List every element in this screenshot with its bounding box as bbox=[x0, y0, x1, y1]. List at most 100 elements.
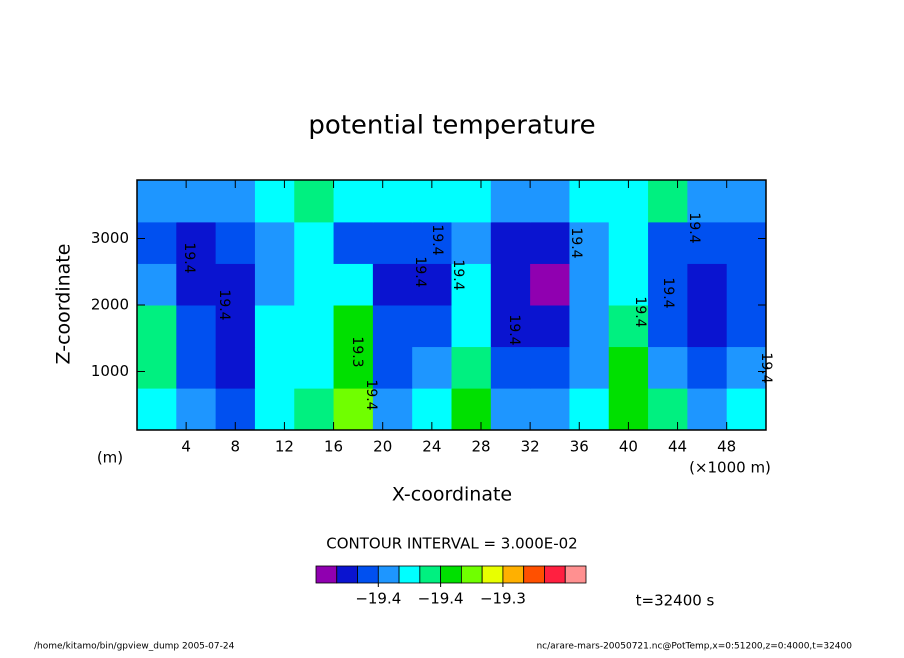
field-cell bbox=[294, 388, 335, 431]
field-cell bbox=[372, 346, 413, 389]
x-tick-label: 48 bbox=[717, 438, 736, 456]
y-axis-label: Z-coordinate bbox=[53, 244, 75, 365]
colorbar-tick-label: −19.4 bbox=[355, 590, 401, 608]
field-cell bbox=[412, 305, 452, 348]
field-cell bbox=[137, 346, 177, 389]
colorbar-swatch bbox=[357, 565, 379, 584]
field-cell bbox=[687, 305, 728, 348]
field-cell bbox=[490, 221, 531, 264]
field-cell bbox=[530, 305, 570, 348]
field-cell bbox=[648, 263, 688, 306]
x-tick-label: 4 bbox=[181, 438, 191, 456]
field-cell bbox=[254, 346, 295, 389]
field-cell bbox=[569, 263, 610, 306]
field-cell bbox=[530, 180, 570, 223]
time-label: t=32400 s bbox=[636, 592, 715, 610]
field-cell bbox=[294, 305, 335, 348]
colorbar-swatch bbox=[440, 565, 462, 584]
field-cell bbox=[137, 305, 177, 348]
x-tick-label: 20 bbox=[373, 438, 392, 456]
y-tick-label: 2000 bbox=[91, 296, 129, 314]
field-cell bbox=[451, 388, 492, 431]
field-cell bbox=[569, 388, 610, 431]
field-cell bbox=[294, 263, 335, 306]
field-cell bbox=[451, 305, 492, 348]
y-tick-label: 3000 bbox=[91, 229, 129, 247]
field-cell bbox=[608, 346, 649, 389]
field-cell bbox=[687, 180, 728, 223]
footer-left: /home/kitamo/bin/gpview_dump 2005-07-24 bbox=[34, 642, 235, 652]
field-cell bbox=[608, 221, 649, 264]
chart-title: potential temperature bbox=[308, 111, 595, 141]
field-cell bbox=[569, 346, 610, 389]
x-unit: (×1000 m) bbox=[689, 459, 771, 477]
field-cell bbox=[294, 221, 335, 264]
field-cell bbox=[215, 346, 256, 389]
colorbar-swatch bbox=[398, 565, 421, 584]
field-cell bbox=[412, 346, 452, 389]
contour-label: 19.4 bbox=[363, 379, 379, 410]
contour-label: 19.4 bbox=[632, 296, 648, 327]
field-cell bbox=[687, 388, 728, 431]
x-tick-label: 12 bbox=[275, 438, 294, 456]
field-cell bbox=[451, 180, 492, 223]
field-cell bbox=[176, 346, 217, 389]
field-cell bbox=[530, 388, 570, 431]
field-cell bbox=[530, 263, 570, 306]
colorbar-swatch bbox=[315, 565, 338, 584]
contour-label: 19.4 bbox=[216, 289, 232, 320]
field-cell bbox=[254, 263, 295, 306]
colorbar-swatch bbox=[460, 565, 483, 584]
x-tick-label: 28 bbox=[471, 438, 490, 456]
colorbar-swatch bbox=[523, 565, 545, 584]
field-cell bbox=[333, 263, 374, 306]
field-cell bbox=[137, 221, 177, 264]
x-tick-label: 44 bbox=[668, 438, 687, 456]
field-cell bbox=[294, 346, 335, 389]
x-tick-label: 40 bbox=[619, 438, 638, 456]
field-cell bbox=[372, 388, 413, 431]
colorbar-tick-label: −19.3 bbox=[480, 590, 526, 608]
colorbar-swatch bbox=[564, 565, 587, 584]
contour-label: 19.4 bbox=[450, 259, 466, 290]
field-cell bbox=[372, 221, 413, 264]
x-tick-label: 32 bbox=[521, 438, 540, 456]
field-cell bbox=[176, 305, 217, 348]
overlay: 4 8 12 16 20 24 28 32 36 40 44 4810002000300019.419… bbox=[91, 179, 774, 608]
x-tick-label: 16 bbox=[324, 438, 343, 456]
field-cell bbox=[254, 180, 295, 223]
field-cell bbox=[215, 263, 256, 306]
field-cell bbox=[687, 263, 728, 306]
field-cell bbox=[648, 221, 688, 264]
field-cell bbox=[687, 346, 728, 389]
field-cell bbox=[176, 263, 217, 306]
field-cell bbox=[137, 180, 177, 223]
contour-label: 19.4 bbox=[181, 242, 197, 273]
colorbar-swatch bbox=[419, 565, 442, 584]
y-unit: (m) bbox=[97, 449, 123, 467]
field-cell bbox=[726, 305, 767, 348]
field bbox=[137, 180, 767, 431]
footer-right: nc/arare-mars-20050721.nc@PotTemp,x=0:51… bbox=[536, 642, 852, 652]
field-cell bbox=[687, 221, 728, 264]
field-cell bbox=[648, 305, 688, 348]
field-cell bbox=[726, 180, 767, 223]
colorbar-tick-label: −19.4 bbox=[418, 590, 464, 608]
field-cell bbox=[726, 221, 767, 264]
contour-label: 19.4 bbox=[506, 314, 522, 345]
field-cell bbox=[294, 180, 335, 223]
contour-label: 19.4 bbox=[686, 212, 702, 243]
field-cell bbox=[648, 346, 688, 389]
x-tick-label: 8 bbox=[231, 438, 241, 456]
field-cell bbox=[490, 263, 531, 306]
field-cell bbox=[726, 346, 767, 389]
field-cell bbox=[137, 388, 177, 431]
field-cell bbox=[176, 221, 217, 264]
x-tick-label: 24 bbox=[422, 438, 441, 456]
field-cell bbox=[530, 346, 570, 389]
field-cell bbox=[372, 305, 413, 348]
field-cell bbox=[333, 221, 374, 264]
x-tick-label: 36 bbox=[570, 438, 589, 456]
field-cell bbox=[569, 180, 610, 223]
